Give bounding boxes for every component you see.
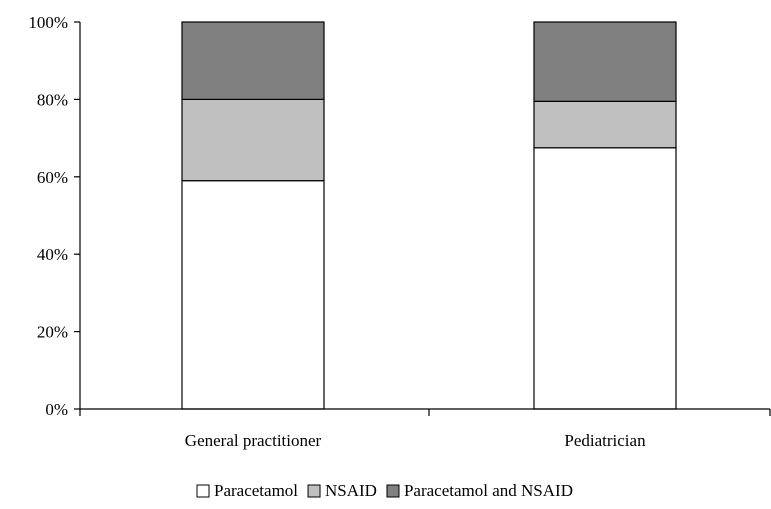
bar-2-series-1 xyxy=(533,147,677,410)
legend-swatch xyxy=(386,484,400,498)
bar-2-series-3 xyxy=(533,21,677,102)
legend-label: Paracetamol xyxy=(214,481,298,500)
legend-swatch xyxy=(307,484,321,498)
legend-label: Paracetamol and NSAID xyxy=(404,481,573,500)
bar-1-series-3 xyxy=(181,21,325,101)
legend: Paracetamol NSAID Paracetamol and NSAID xyxy=(196,481,573,500)
axes-layer xyxy=(74,21,771,416)
legend-item: NSAID xyxy=(307,481,377,500)
bar-1-series-1 xyxy=(181,180,325,410)
y-tick-label: 80% xyxy=(37,90,68,109)
bar-2-series-2 xyxy=(533,100,677,149)
y-tick-label: 40% xyxy=(37,245,68,264)
y-tick-labels: 0% 20% 40% 60% 80% 100% xyxy=(28,13,68,419)
legend-item: Paracetamol and NSAID xyxy=(386,481,573,500)
legend-swatch xyxy=(196,484,210,498)
y-tick-label: 20% xyxy=(37,323,68,342)
y-tick-label: 60% xyxy=(37,168,68,187)
y-tick-label: 100% xyxy=(28,13,68,32)
legend-label: NSAID xyxy=(325,481,377,500)
bar-1-series-2 xyxy=(181,98,325,182)
category-label: General practitioner xyxy=(185,431,322,450)
legend-item: Paracetamol xyxy=(196,481,298,500)
y-tick-label: 0% xyxy=(45,400,68,419)
bars-layer xyxy=(181,21,677,410)
category-label: Pediatrician xyxy=(564,431,646,450)
category-labels: General practitioner Pediatrician xyxy=(185,431,646,450)
